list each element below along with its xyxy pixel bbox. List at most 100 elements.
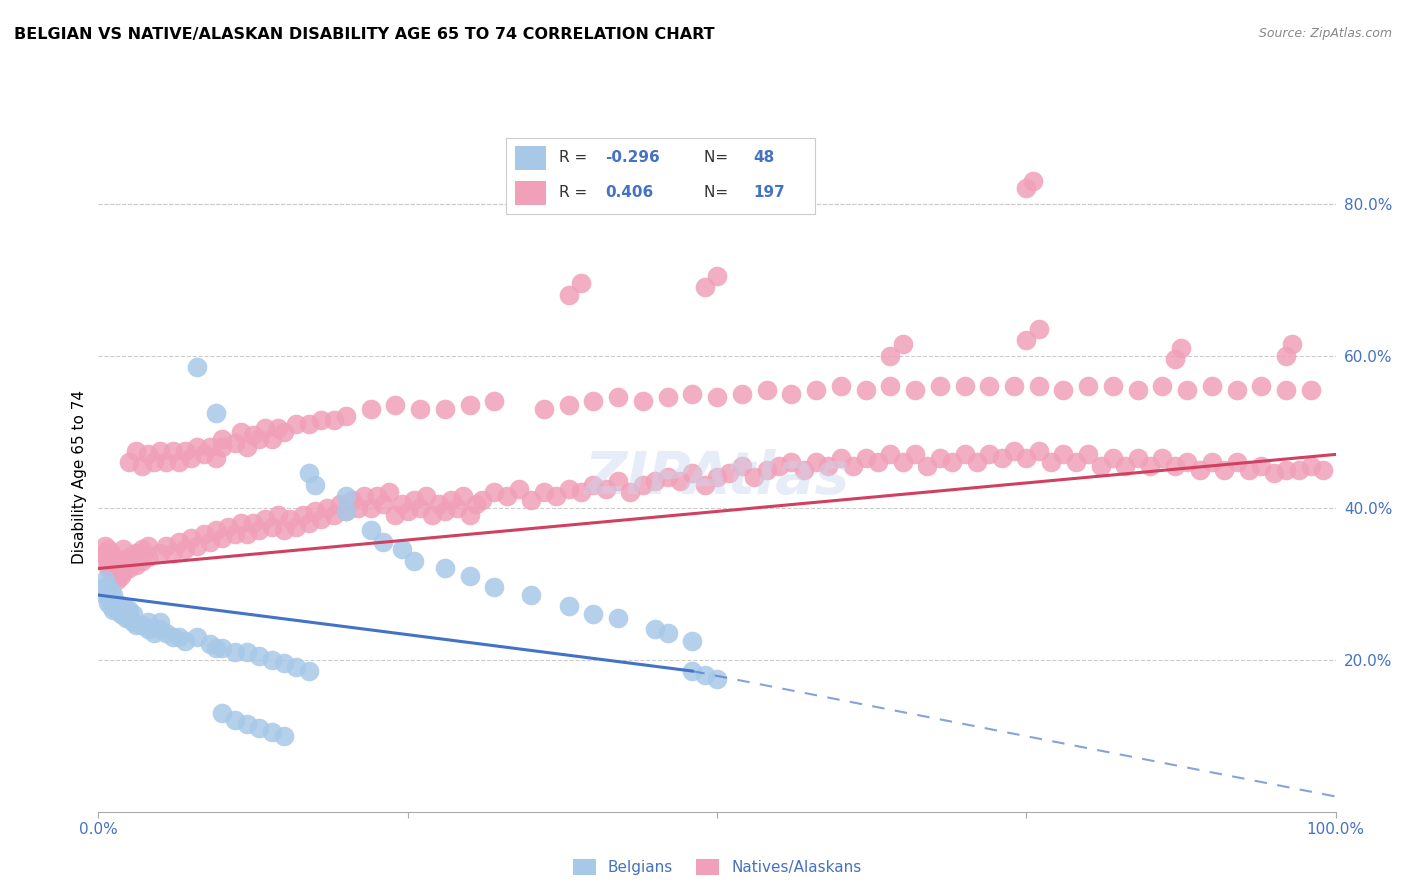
Point <box>304 504 326 518</box>
Point <box>110 558 132 572</box>
Point <box>557 398 579 412</box>
Point <box>211 531 233 545</box>
Text: R =: R = <box>558 151 592 166</box>
Point <box>236 717 259 731</box>
Point <box>681 467 703 481</box>
Point <box>718 467 741 481</box>
Point <box>1077 379 1099 393</box>
Point <box>103 603 125 617</box>
Point <box>105 561 128 575</box>
Text: N=: N= <box>704 186 733 201</box>
Point <box>508 482 530 496</box>
Point <box>110 599 132 614</box>
Point <box>198 440 221 454</box>
Point <box>122 615 145 629</box>
Point <box>186 440 208 454</box>
Point <box>110 607 132 621</box>
Point <box>657 626 679 640</box>
Point <box>105 573 128 587</box>
Point <box>755 383 778 397</box>
Point <box>273 524 295 538</box>
Point <box>162 546 184 560</box>
Point <box>335 504 357 518</box>
Point <box>546 489 568 503</box>
Point <box>224 714 246 728</box>
Point <box>93 546 115 560</box>
Point <box>103 561 125 575</box>
Point <box>100 599 122 614</box>
Point <box>260 432 283 446</box>
Point <box>273 657 295 671</box>
Y-axis label: Disability Age 65 to 74: Disability Age 65 to 74 <box>72 390 87 565</box>
Point <box>155 626 177 640</box>
Point <box>103 549 125 564</box>
Point <box>1126 451 1149 466</box>
Point <box>855 383 877 397</box>
Point <box>136 615 159 629</box>
Point <box>340 493 363 508</box>
Point <box>706 672 728 686</box>
Point <box>804 383 827 397</box>
Point <box>1164 458 1187 473</box>
Point <box>1312 462 1334 476</box>
Point <box>353 489 375 503</box>
Point <box>273 729 295 743</box>
Text: 197: 197 <box>754 186 786 201</box>
Point <box>136 549 159 564</box>
Point <box>1281 337 1303 351</box>
Point <box>143 455 166 469</box>
Point <box>93 573 115 587</box>
Point <box>193 527 215 541</box>
Point <box>1102 451 1125 466</box>
Point <box>384 398 406 412</box>
Point <box>415 489 437 503</box>
Text: BELGIAN VS NATIVE/ALASKAN DISABILITY AGE 65 TO 74 CORRELATION CHART: BELGIAN VS NATIVE/ALASKAN DISABILITY AGE… <box>14 27 714 42</box>
Point <box>1077 447 1099 461</box>
Legend: Belgians, Natives/Alaskans: Belgians, Natives/Alaskans <box>567 853 868 881</box>
Point <box>422 508 444 523</box>
Point <box>278 512 301 526</box>
Point <box>103 596 125 610</box>
Point <box>1250 458 1272 473</box>
Point <box>162 630 184 644</box>
Point <box>186 359 208 374</box>
Point <box>347 500 370 515</box>
Point <box>706 391 728 405</box>
Point <box>112 566 135 580</box>
Point <box>693 280 716 294</box>
Point <box>607 391 630 405</box>
Point <box>706 470 728 484</box>
Point <box>582 607 605 621</box>
Point <box>205 524 228 538</box>
Point <box>155 455 177 469</box>
Point <box>378 485 401 500</box>
Point <box>855 451 877 466</box>
Point <box>162 443 184 458</box>
Text: N=: N= <box>704 151 733 166</box>
Point <box>211 706 233 720</box>
Point <box>1028 379 1050 393</box>
Point <box>360 401 382 416</box>
Point <box>149 443 172 458</box>
Point <box>755 462 778 476</box>
Point <box>1299 458 1322 473</box>
Point <box>360 524 382 538</box>
Point <box>484 394 506 409</box>
Point <box>97 554 120 568</box>
Point <box>112 554 135 568</box>
Point <box>247 432 270 446</box>
Point <box>484 581 506 595</box>
Point <box>1126 383 1149 397</box>
Point <box>118 603 141 617</box>
Point <box>1164 352 1187 367</box>
Point <box>879 447 901 461</box>
Point <box>205 451 228 466</box>
Point <box>804 455 827 469</box>
Point <box>569 277 592 291</box>
Point <box>114 603 136 617</box>
Point <box>644 622 666 636</box>
Point <box>329 497 352 511</box>
Point <box>93 539 115 553</box>
Point <box>595 482 617 496</box>
Point <box>953 447 976 461</box>
